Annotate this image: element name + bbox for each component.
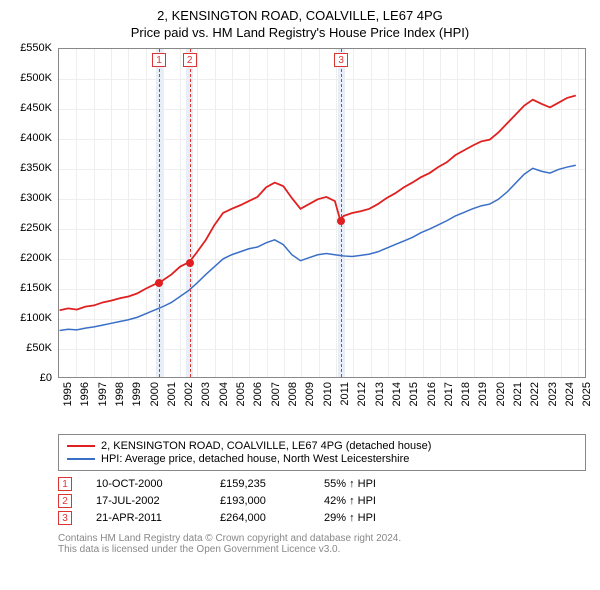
x-tick-label: 2003 [200, 382, 212, 406]
event-dot [186, 259, 194, 267]
y-tick-label: £550K [20, 42, 52, 54]
event-marker-box: 3 [334, 53, 348, 67]
x-tick-label: 2009 [304, 382, 316, 406]
footnote: Contains HM Land Registry data © Crown c… [58, 533, 586, 555]
x-tick-label: 2013 [374, 382, 386, 406]
event-price: £193,000 [220, 495, 300, 507]
y-tick-label: £150K [20, 282, 52, 294]
y-tick-label: £0 [40, 372, 52, 384]
x-tick-label: 2019 [477, 382, 489, 406]
x-tick-label: 2025 [581, 382, 593, 406]
x-tick-label: 2015 [408, 382, 420, 406]
legend-label: HPI: Average price, detached house, Nort… [101, 453, 409, 465]
event-row: 2 17-JUL-2002 £193,000 42% ↑ HPI [58, 494, 586, 508]
event-number-box: 1 [58, 477, 72, 491]
page-subtitle: Price paid vs. HM Land Registry's House … [8, 25, 592, 40]
x-tick-label: 2014 [391, 382, 403, 406]
chart-svg [59, 49, 585, 377]
event-date: 10-OCT-2000 [96, 478, 196, 490]
x-tick-label: 2010 [322, 382, 334, 406]
x-tick-label: 2007 [270, 382, 282, 406]
legend-label: 2, KENSINGTON ROAD, COALVILLE, LE67 4PG … [101, 440, 431, 452]
x-tick-label: 2012 [356, 382, 368, 406]
y-tick-label: £200K [20, 252, 52, 264]
event-price: £264,000 [220, 512, 300, 524]
x-tick-label: 2023 [547, 382, 559, 406]
y-tick-label: £350K [20, 162, 52, 174]
y-tick-label: £300K [20, 192, 52, 204]
event-marker-box: 2 [183, 53, 197, 67]
event-number-box: 2 [58, 494, 72, 508]
legend-item: 2, KENSINGTON ROAD, COALVILLE, LE67 4PG … [67, 440, 577, 452]
y-tick-label: £400K [20, 132, 52, 144]
x-tick-label: 2011 [339, 382, 351, 406]
x-tick-label: 1996 [79, 382, 91, 406]
event-row: 1 10-OCT-2000 £159,235 55% ↑ HPI [58, 477, 586, 491]
y-tick-label: £500K [20, 72, 52, 84]
y-tick-label: £100K [20, 312, 52, 324]
x-tick-label: 2001 [166, 382, 178, 406]
event-dot [337, 217, 345, 225]
x-tick-label: 2024 [564, 382, 576, 406]
y-tick-label: £50K [26, 342, 52, 354]
x-tick-label: 1995 [62, 382, 74, 406]
x-tick-label: 1997 [97, 382, 109, 406]
y-tick-label: £250K [20, 222, 52, 234]
footnote-line-2: This data is licensed under the Open Gov… [58, 544, 586, 555]
x-tick-label: 2000 [149, 382, 161, 406]
event-number-box: 3 [58, 511, 72, 525]
event-pct: 55% ↑ HPI [324, 478, 414, 490]
x-tick-label: 2006 [252, 382, 264, 406]
y-tick-label: £450K [20, 102, 52, 114]
x-tick-label: 2004 [218, 382, 230, 406]
legend-swatch [67, 445, 95, 447]
x-tick-label: 2021 [512, 382, 524, 406]
x-tick-label: 2022 [529, 382, 541, 406]
x-tick-label: 2002 [183, 382, 195, 406]
chart: 1 2 3 £0 £50K £100K £150K £200K £250K £300K £350K… [8, 48, 592, 428]
x-tick-label: 2020 [495, 382, 507, 406]
legend-item: HPI: Average price, detached house, Nort… [67, 453, 577, 465]
event-table: 1 10-OCT-2000 £159,235 55% ↑ HPI 2 17-JUL-200… [58, 477, 586, 525]
x-tick-label: 1999 [131, 382, 143, 406]
series-line [60, 165, 576, 330]
event-pct: 29% ↑ HPI [324, 512, 414, 524]
x-tick-label: 2018 [460, 382, 472, 406]
event-price: £159,235 [220, 478, 300, 490]
event-row: 3 21-APR-2011 £264,000 29% ↑ HPI [58, 511, 586, 525]
page-title: 2, KENSINGTON ROAD, COALVILLE, LE67 4PG [8, 8, 592, 23]
x-tick-label: 2017 [443, 382, 455, 406]
x-tick-label: 2008 [287, 382, 299, 406]
x-tick-label: 2005 [235, 382, 247, 406]
plot-area: 1 2 3 [58, 48, 586, 378]
event-date: 21-APR-2011 [96, 512, 196, 524]
event-marker-box: 1 [152, 53, 166, 67]
series-line [60, 96, 576, 311]
footnote-line-1: Contains HM Land Registry data © Crown c… [58, 533, 586, 544]
event-pct: 42% ↑ HPI [324, 495, 414, 507]
event-date: 17-JUL-2002 [96, 495, 196, 507]
legend-swatch [67, 458, 95, 460]
x-tick-label: 1998 [114, 382, 126, 406]
x-tick-label: 2016 [426, 382, 438, 406]
legend: 2, KENSINGTON ROAD, COALVILLE, LE67 4PG … [58, 434, 586, 471]
